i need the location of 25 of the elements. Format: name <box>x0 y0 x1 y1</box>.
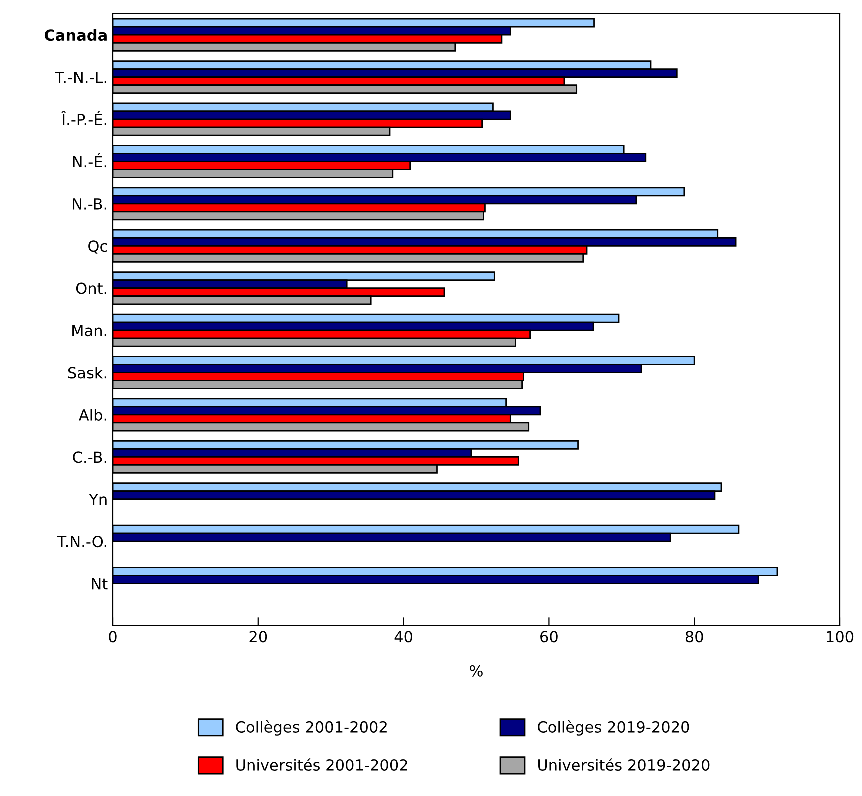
legend-label: Universités 2001-2002 <box>236 758 408 772</box>
x-tick-label: 0 <box>109 631 117 643</box>
legend-label: Collèges 2001-2002 <box>236 720 387 736</box>
y-tick-label: T.-N.-L. <box>55 72 106 84</box>
y-tick-label: Sask. <box>68 366 106 379</box>
y-tick-label: Man. <box>72 325 106 337</box>
x-tick-label: 60 <box>540 631 558 643</box>
y-tick-label: C.-B. <box>73 452 106 464</box>
y-tick-label: Alb. <box>79 409 106 421</box>
y-tick-label: T.N.-O. <box>57 536 106 548</box>
legend-label: Universités 2019-2020 <box>538 758 710 772</box>
y-tick-label: N.-B. <box>73 198 106 210</box>
y-tick-label: Ont. <box>76 282 106 294</box>
x-tick-label: 100 <box>827 631 854 643</box>
y-tick-label: Nt <box>92 578 108 590</box>
x-tick-label: 20 <box>250 631 268 643</box>
x-tick-label: 40 <box>394 631 413 643</box>
y-tick-label: N.-É. <box>73 153 106 168</box>
y-tick-label: Î.-P.-É. <box>62 111 106 126</box>
legend-label: Collèges 2019-2020 <box>538 720 690 736</box>
y-tick-label: Yn <box>89 494 107 506</box>
x-axis-title: % <box>470 665 483 677</box>
y-tick-label: Qc <box>88 240 108 254</box>
y-tick-label: Canada <box>44 29 107 42</box>
x-tick-label: 80 <box>686 631 704 643</box>
